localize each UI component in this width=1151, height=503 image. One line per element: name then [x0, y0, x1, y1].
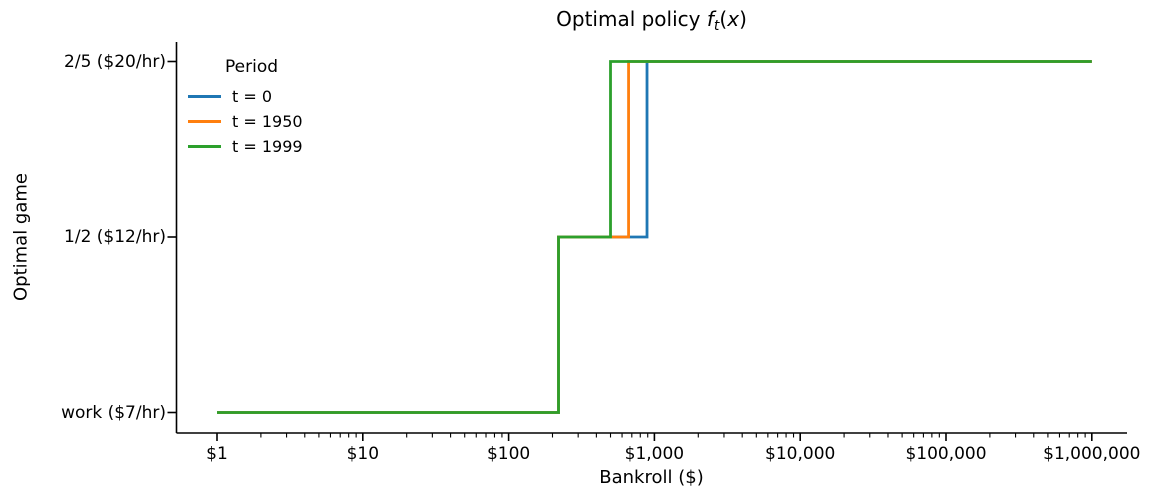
legend-title: Period: [225, 57, 279, 77]
legend: Period t = 0 t = 1950 t = 1999: [188, 56, 303, 159]
legend-entry: t = 1999: [188, 134, 303, 159]
chart-title: Optimal policy ft(x): [176, 7, 1127, 34]
y-tick-label: 1/2 ($12/hr): [64, 227, 166, 247]
x-tick-label: $1,000,000: [1043, 444, 1141, 464]
legend-line-sample: [188, 144, 221, 149]
series-line-t=1950: [217, 60, 1092, 414]
legend-entries: t = 0 t = 1950 t = 1999: [188, 84, 303, 159]
legend-line-sample: [188, 94, 221, 99]
x-axis-label: Bankroll ($): [599, 467, 704, 488]
x-tick-label: $10,000: [765, 444, 836, 464]
legend-entry: t = 0: [188, 84, 303, 109]
y-tick-label: work ($7/hr): [61, 402, 166, 423]
legend-entry-label: t = 1950: [232, 112, 303, 131]
series-line-t=0: [217, 60, 1092, 414]
chart-title-paren-open: (: [719, 7, 728, 31]
chart-title-math-x: x: [727, 7, 740, 31]
series-line-t=1999: [217, 60, 1092, 414]
x-tick-label: $1: [206, 444, 228, 464]
chart-title-paren-close: ): [739, 7, 747, 31]
legend-entry-label: t = 0: [232, 87, 273, 106]
x-tick-label: $1,000: [624, 444, 685, 464]
chart-title-text: Optimal policy: [556, 7, 707, 31]
legend-line-sample: [188, 119, 221, 124]
chart-title-math-f: f: [706, 7, 714, 31]
x-tick-label: $10: [346, 444, 380, 464]
x-tick-label: $100,000: [905, 444, 987, 464]
chart-title-math-sub-t: t: [713, 18, 720, 34]
x-tick-label: $100: [486, 444, 531, 464]
y-tick-label: 2/5 ($20/hr): [64, 51, 166, 72]
legend-entry-label: t = 1999: [232, 137, 303, 156]
legend-entry: t = 1950: [188, 109, 303, 134]
